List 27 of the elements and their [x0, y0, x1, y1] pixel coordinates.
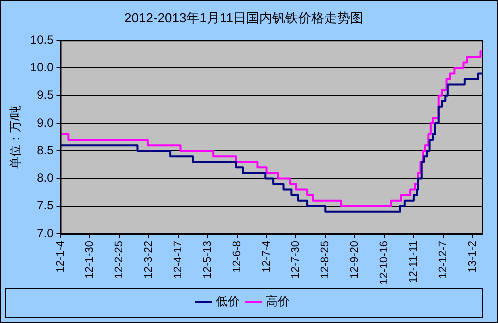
x-tick-label: 12-10-16	[378, 240, 391, 286]
x-tick-label: 12-3-22	[143, 240, 156, 279]
y-tick-label: 9.5	[37, 88, 54, 102]
x-tick-label: 12-7-30	[290, 240, 302, 279]
y-tick-label: 8.5	[37, 143, 54, 158]
y-tick-label: 10.5	[30, 32, 54, 47]
x-tick-label: 13-1-2	[466, 240, 479, 273]
x-tick-label: 12-1-30	[84, 240, 96, 279]
x-tick-label: 12-8-25	[320, 240, 332, 279]
chart-title: 2012-2013年1月11日国内钒铁价格走势图	[124, 10, 364, 26]
legend-label: 高价	[266, 294, 290, 308]
x-tick-label: 12-12-7	[437, 240, 450, 279]
x-tick-label: 12-11-11	[408, 240, 420, 284]
x-tick-label: 12-7-4	[260, 240, 273, 273]
y-tick-label: 8.0	[37, 171, 54, 186]
y-tick-label: 9.0	[37, 116, 54, 130]
y-tick-label: 7.5	[37, 198, 54, 213]
x-tick-label: 12-1-4	[54, 240, 67, 273]
x-tick-label: 12-9-20	[349, 240, 362, 279]
x-tick-label: 12-2-25	[114, 240, 126, 279]
x-tick-label: 12-6-8	[231, 240, 244, 273]
y-axis-title: 单位：万/吨	[8, 106, 23, 169]
legend-label: 低价	[216, 294, 240, 308]
x-tick-label: 12-5-13	[202, 240, 214, 279]
y-tick-label: 7.0	[37, 226, 54, 240]
x-tick-label: 12-4-17	[172, 240, 185, 279]
y-tick-label: 10.0	[30, 60, 54, 75]
